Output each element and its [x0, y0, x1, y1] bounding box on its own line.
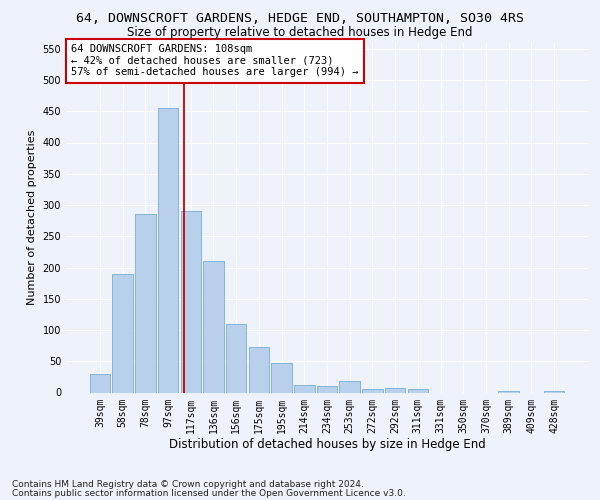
- Bar: [158, 108, 178, 393]
- Bar: [544, 391, 564, 392]
- Bar: [112, 274, 133, 392]
- Bar: [248, 347, 269, 393]
- Bar: [362, 390, 383, 392]
- Bar: [226, 324, 247, 392]
- Bar: [271, 363, 292, 392]
- Bar: [499, 390, 519, 392]
- Bar: [340, 381, 360, 392]
- Text: 64, DOWNSCROFT GARDENS, HEDGE END, SOUTHAMPTON, SO30 4RS: 64, DOWNSCROFT GARDENS, HEDGE END, SOUTH…: [76, 12, 524, 26]
- Bar: [385, 388, 406, 392]
- Bar: [317, 386, 337, 392]
- X-axis label: Distribution of detached houses by size in Hedge End: Distribution of detached houses by size …: [169, 438, 485, 451]
- Bar: [407, 390, 428, 392]
- Text: Contains public sector information licensed under the Open Government Licence v3: Contains public sector information licen…: [12, 490, 406, 498]
- Bar: [90, 374, 110, 392]
- Bar: [203, 261, 224, 392]
- Y-axis label: Number of detached properties: Number of detached properties: [27, 130, 37, 305]
- Text: Contains HM Land Registry data © Crown copyright and database right 2024.: Contains HM Land Registry data © Crown c…: [12, 480, 364, 489]
- Bar: [135, 214, 155, 392]
- Text: 64 DOWNSCROFT GARDENS: 108sqm
← 42% of detached houses are smaller (723)
57% of : 64 DOWNSCROFT GARDENS: 108sqm ← 42% of d…: [71, 44, 359, 78]
- Text: Size of property relative to detached houses in Hedge End: Size of property relative to detached ho…: [127, 26, 473, 39]
- Bar: [294, 385, 314, 392]
- Bar: [181, 211, 201, 392]
